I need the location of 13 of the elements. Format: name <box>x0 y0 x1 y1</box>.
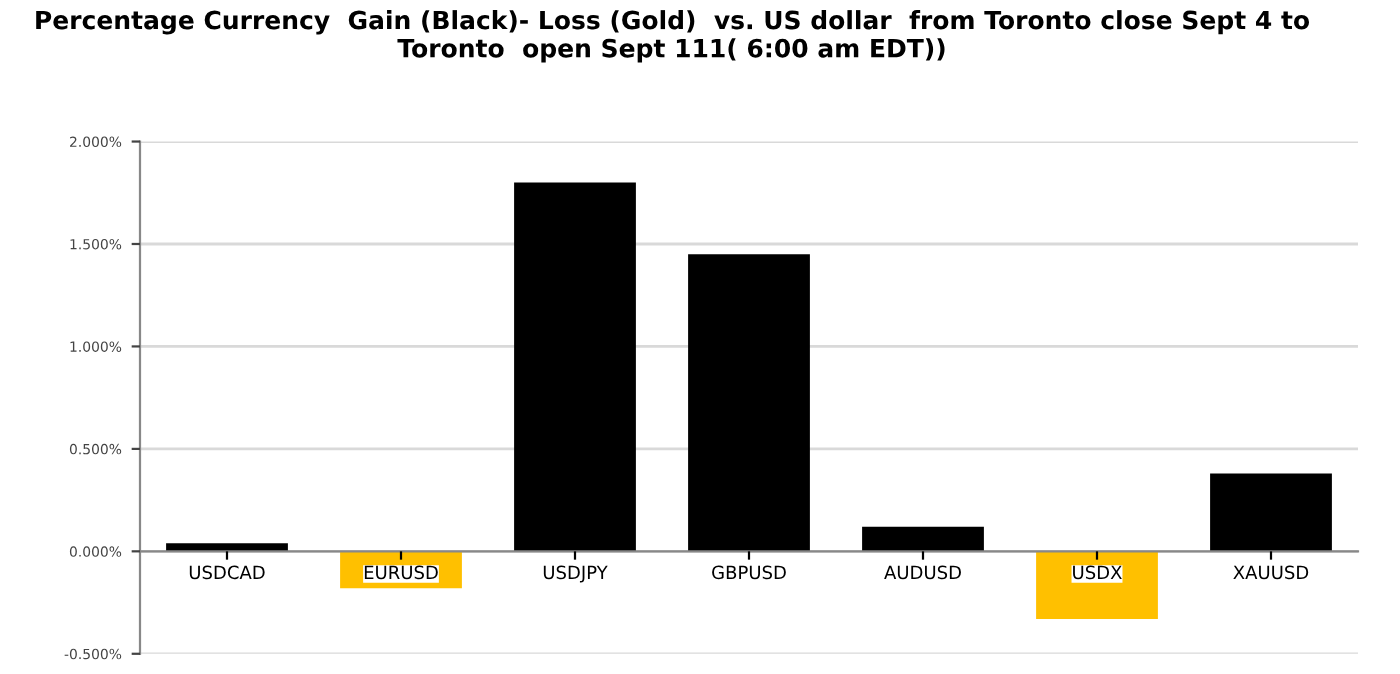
bar <box>688 254 810 552</box>
bar <box>862 526 984 552</box>
x-tick-label: XAUUSD <box>1233 565 1309 580</box>
x-tick-label: AUDUSD <box>884 565 961 580</box>
x-tick-label: USDJPY <box>543 565 608 583</box>
chart-title: Percentage Currency Gain (Black)- Loss (Gold) vs. US dollar from Toronto close Sept 4 to Toronto open Sept 111( 6:00 am EDT)) <box>36 10 1310 63</box>
x-tick-label: USDX <box>1073 565 1122 580</box>
x-tick-label: GBPUSD <box>712 565 786 580</box>
bar <box>514 182 636 552</box>
x-tick-label: EURUSD <box>364 565 438 580</box>
x-tick-label: USDCAD <box>189 565 265 580</box>
bar <box>1210 473 1332 552</box>
bar <box>1036 551 1158 619</box>
